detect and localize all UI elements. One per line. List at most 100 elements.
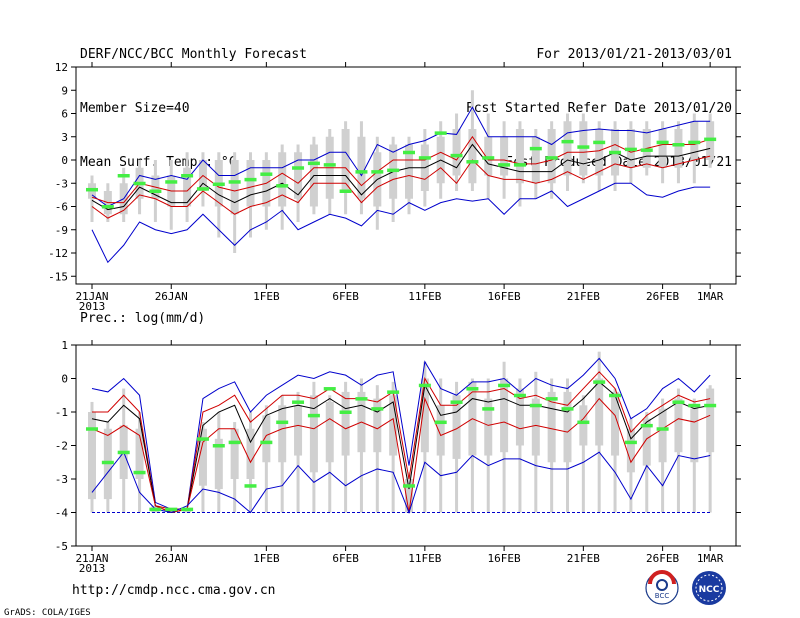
observation-marker [513, 393, 526, 398]
observation-marker [418, 383, 431, 388]
y-tick-label: 3 [61, 131, 68, 144]
observation-marker [513, 163, 526, 167]
series-lower-line [91, 396, 711, 514]
box [88, 412, 96, 500]
observation-marker [418, 156, 431, 160]
header-period: For 2013/01/21-2013/03/01 [536, 47, 732, 62]
box [436, 405, 445, 456]
box [389, 395, 398, 456]
x-tick-label: 6FEB [332, 552, 359, 565]
observation-marker [149, 507, 162, 512]
series-min-line [91, 182, 711, 264]
observation-marker [387, 390, 400, 394]
box [246, 160, 255, 207]
observation-marker [704, 403, 717, 408]
box [341, 129, 350, 191]
x-tick-label: 26JAN [155, 552, 188, 565]
y-tick-label: -3 [55, 177, 68, 190]
observation-marker [276, 420, 289, 425]
observation-marker [387, 168, 400, 173]
y-tick-label: -12 [48, 247, 68, 260]
observation-marker [86, 187, 98, 192]
observation-marker [561, 139, 574, 144]
observation-marker [276, 184, 289, 188]
x-tick-label: 21FEB [567, 552, 600, 565]
observation-marker [434, 131, 447, 135]
x-tick-label: 6FEB [332, 290, 359, 303]
box [341, 391, 350, 456]
box [294, 152, 303, 199]
observation-marker [450, 153, 463, 158]
observation-marker [545, 397, 558, 401]
series-max-line [91, 106, 711, 208]
observation-marker [688, 140, 701, 145]
header-member-size: Member Size=40 [80, 101, 190, 116]
observation-marker [228, 440, 241, 445]
box [706, 388, 715, 453]
box [452, 395, 461, 459]
box [246, 428, 255, 479]
observation-marker [640, 148, 653, 152]
y-tick-label: -9 [55, 224, 68, 237]
box [658, 408, 667, 463]
observation-marker [609, 393, 622, 398]
observation-marker [577, 420, 590, 425]
observation-marker [244, 177, 257, 182]
observation-marker [149, 189, 162, 193]
observation-marker [86, 427, 98, 431]
y-tick-label: 9 [61, 84, 68, 97]
observation-marker [545, 156, 558, 160]
series-mean-line [91, 143, 711, 211]
box [468, 129, 477, 184]
footer-grads: GrADS: COLA/IGES [4, 608, 91, 618]
y-tick-label: -1 [55, 406, 68, 419]
y-tick-label: 0 [61, 154, 68, 167]
series-min-line [91, 451, 711, 514]
observation-marker [640, 423, 653, 428]
y-tick-label: 1 [61, 339, 68, 352]
x-tick-sublabel: 2013 [79, 300, 106, 313]
box [563, 121, 572, 176]
box [690, 121, 699, 160]
observation-marker [355, 397, 368, 401]
box [183, 167, 192, 207]
x-tick-label: 16FEB [488, 552, 521, 565]
box [674, 398, 683, 453]
observation-marker [704, 137, 717, 142]
box [484, 136, 493, 176]
series-upper-line [91, 135, 711, 204]
observation-marker [339, 189, 352, 193]
y-tick-label: -6 [55, 201, 68, 214]
x-tick-label: 1FEB [253, 552, 280, 565]
box [452, 129, 461, 176]
y-tick-label: 0 [61, 373, 68, 386]
observation-marker [307, 413, 320, 418]
x-tick-label: 21FEB [567, 290, 600, 303]
observation-marker [260, 172, 273, 176]
observation-marker [355, 170, 368, 174]
whisker [581, 395, 585, 513]
box [690, 408, 699, 463]
observation-marker [228, 180, 241, 184]
box [484, 398, 493, 456]
observation-marker [466, 160, 479, 164]
series-mean-line [91, 381, 711, 514]
observation-marker [561, 407, 574, 411]
series-lower-line [91, 155, 711, 219]
observation-marker [624, 147, 637, 152]
observation-marker [403, 484, 415, 488]
observation-marker [292, 400, 305, 404]
y-tick-label: -3 [55, 473, 68, 486]
box [405, 479, 413, 513]
box [674, 129, 683, 168]
box [500, 136, 509, 176]
observation-marker [181, 174, 194, 178]
header-title: DERF/NCC/BCC Monthly Forecast [80, 47, 307, 62]
x-tick-label: 1MAR [697, 290, 724, 303]
box [658, 129, 667, 168]
observation-marker [323, 163, 336, 167]
footer-url[interactable]: http://cmdp.ncc.cma.gov.cn [72, 583, 276, 598]
observation-marker [133, 181, 146, 186]
box [357, 136, 366, 199]
